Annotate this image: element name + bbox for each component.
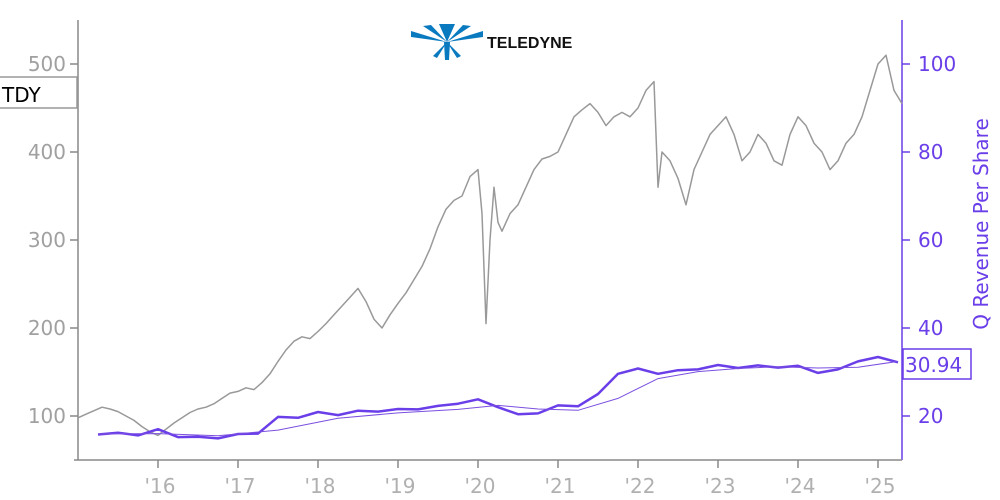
right-tick-label: 60	[918, 228, 943, 252]
right-tick-label: 20	[918, 404, 943, 428]
left-tick-label: 500	[28, 52, 66, 76]
left-tick-label: 400	[28, 140, 66, 164]
ticker-label: TDY	[1, 83, 42, 107]
bottom-tick-label: '19	[385, 474, 416, 498]
bottom-axis: '16 '17 '18 '19 '20 '21 '22 '23 '24 '25	[74, 459, 902, 498]
left-tick-label: 100	[28, 404, 66, 428]
ticker-label-box: TDY	[0, 76, 78, 109]
revenue-trend-line	[97, 360, 899, 437]
bottom-tick-label: '20	[465, 474, 496, 498]
left-axis: 100 200 300 400 500	[28, 20, 79, 460]
last-value-box: 30.94	[902, 348, 972, 380]
teledyne-logo-mark	[411, 24, 483, 60]
series-layer	[77, 54, 903, 440]
bottom-tick-label: '21	[545, 474, 576, 498]
bottom-tick-label: '22	[625, 474, 656, 498]
bottom-tick-label: '16	[145, 474, 176, 498]
revenue-line	[97, 355, 899, 440]
teledyne-logo-text: TELEDYNE	[487, 35, 573, 52]
bottom-tick-label: '23	[705, 474, 736, 498]
bottom-tick-label: '25	[865, 474, 896, 498]
right-tick-label: 100	[918, 52, 956, 76]
right-axis: 20 40 60 80 100	[901, 20, 956, 460]
bottom-tick-label: '18	[305, 474, 336, 498]
right-axis-title: Q Revenue Per Share	[969, 118, 993, 330]
price-line	[77, 54, 903, 437]
right-tick-label: 80	[918, 140, 943, 164]
bottom-tick-label: '17	[225, 474, 256, 498]
left-tick-label: 300	[28, 228, 66, 252]
teledyne-logo: TELEDYNE	[411, 24, 573, 60]
last-value-label: 30.94	[905, 353, 962, 377]
bottom-tick-label: '24	[785, 474, 816, 498]
left-tick-label: 200	[28, 316, 66, 340]
right-tick-label: 40	[918, 316, 943, 340]
